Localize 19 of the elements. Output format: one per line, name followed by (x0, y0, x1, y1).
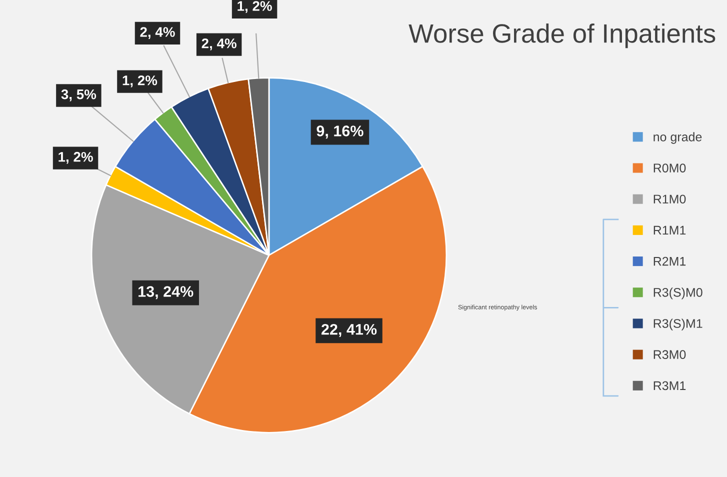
legend-label: R1M0 (654, 194, 686, 204)
legend-label: no grade (654, 132, 702, 144)
legend-label: R3M0 (654, 350, 686, 360)
legend-label: R0M0 (654, 164, 686, 172)
data-label: 3, 5% (61, 89, 96, 102)
data-label: 22, 41% (322, 324, 377, 338)
data-label: 1, 2% (58, 152, 93, 164)
legend-label: R3M1 (654, 381, 686, 390)
data-label: 1, 2% (122, 75, 158, 88)
data-label: 9, 16% (316, 126, 364, 139)
text: Worse Grade of Inpatients (408, 23, 716, 48)
legend-label: R2M1 (654, 256, 686, 266)
data-label: 2, 4% (140, 27, 175, 39)
data-label: 2, 4% (202, 38, 236, 50)
data-label: 1, 2% (238, 1, 272, 13)
data-label: 13, 24% (138, 286, 194, 300)
legend-label: R1M1 (654, 226, 686, 235)
legend-label: R3(S)M1 (654, 318, 702, 330)
legend-label: R3(S)M0 (654, 288, 702, 300)
